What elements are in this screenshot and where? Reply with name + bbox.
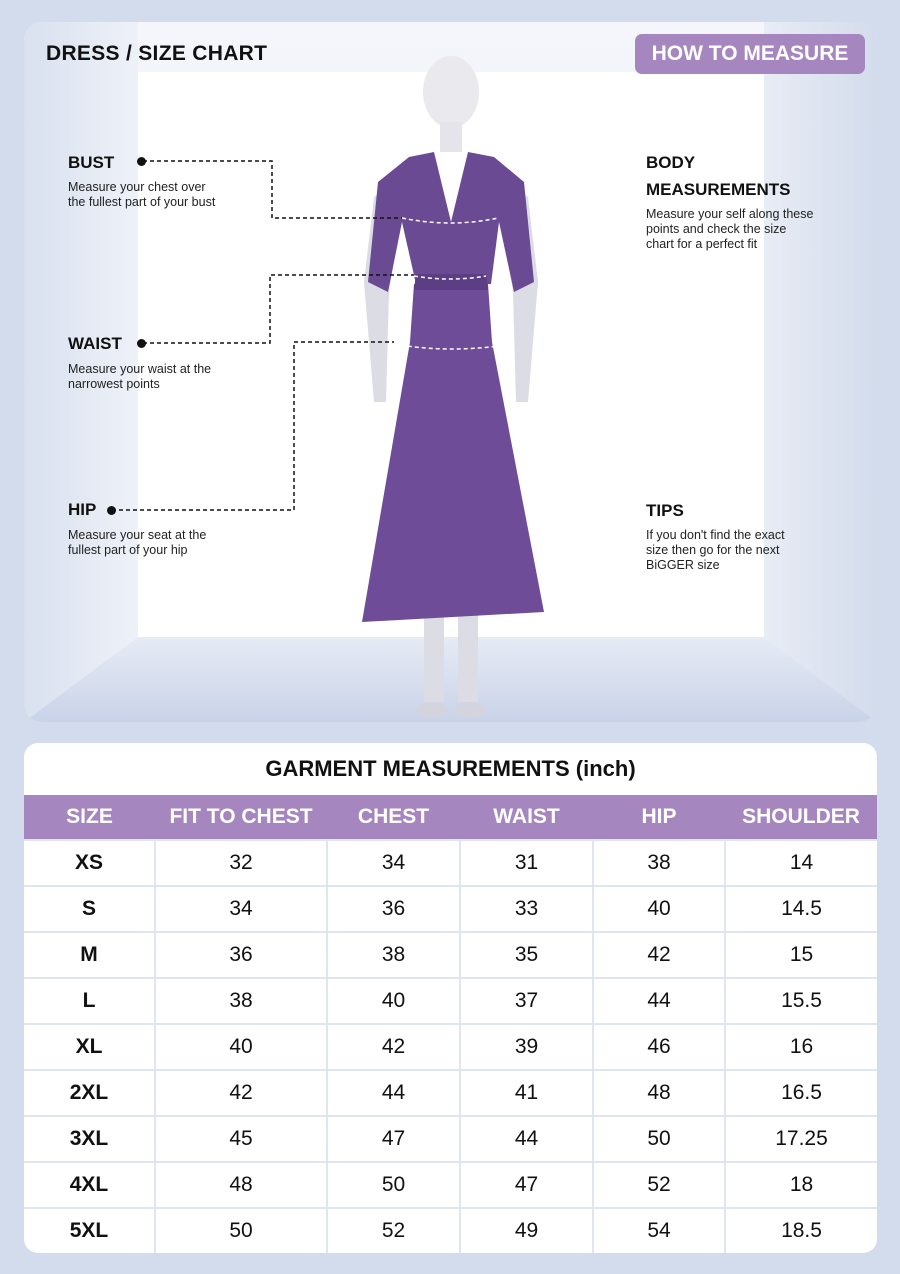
measurement-cell: 16.5 — [724, 1069, 877, 1117]
measurement-cell: 35 — [459, 931, 594, 979]
column-header: FIT TO CHEST — [155, 795, 327, 840]
waist-dot-icon — [137, 339, 146, 348]
measurement-cell: 31 — [459, 839, 594, 887]
measurement-cell: 44 — [326, 1069, 461, 1117]
table-row: XL 40 42 39 46 16 — [24, 1023, 877, 1071]
measurement-cell: 46 — [592, 1023, 726, 1071]
body-measurements-description: Measure your self along these points and… — [646, 207, 814, 251]
column-header: CHEST — [327, 795, 460, 840]
hip-label: HIP — [68, 500, 97, 519]
size-cell: S — [24, 885, 156, 933]
measurement-cell: 50 — [154, 1207, 328, 1253]
measurement-cell: 42 — [326, 1023, 461, 1071]
table-row: 3XL 45 47 44 50 17.25 — [24, 1115, 877, 1163]
measurement-cell: 52 — [592, 1161, 726, 1209]
table-header-row: SIZE FIT TO CHEST CHEST WAIST HIP SHOULDER — [24, 795, 877, 840]
measure-guide-panel: DRESS / SIZE CHART HOW TO MEASURE BUST M… — [24, 22, 877, 722]
size-cell: M — [24, 931, 156, 979]
measurement-cell: 17.25 — [724, 1115, 877, 1163]
mannequin-illustration — [112, 56, 544, 718]
table-caption: GARMENT MEASUREMENTS (inch) — [265, 756, 636, 781]
measurement-cell: 45 — [154, 1115, 328, 1163]
measurement-cell: 50 — [592, 1115, 726, 1163]
measurement-cell: 47 — [459, 1161, 594, 1209]
column-header: SHOULDER — [725, 795, 877, 840]
hip-description: Measure your seat at the fullest part of… — [68, 528, 207, 557]
measurement-cell: 18.5 — [724, 1207, 877, 1253]
measurement-cell: 18 — [724, 1161, 877, 1209]
measurement-cell: 48 — [154, 1161, 328, 1209]
how-to-measure-badge: HOW TO MEASURE — [635, 34, 865, 74]
measurement-cell: 54 — [592, 1207, 726, 1253]
measurement-cell: 44 — [592, 977, 726, 1025]
tips-description: If you don't find the exact size then go… — [646, 528, 785, 572]
measurement-cell: 33 — [459, 885, 594, 933]
pointer-lines — [112, 160, 414, 511]
measurement-cell: 49 — [459, 1207, 594, 1253]
measurement-cell: 15.5 — [724, 977, 877, 1025]
table-row: L 38 40 37 44 15.5 — [24, 977, 877, 1025]
size-cell: 3XL — [24, 1115, 156, 1163]
size-cell: 5XL — [24, 1207, 156, 1253]
measurement-cell: 15 — [724, 931, 877, 979]
measurement-cell: 48 — [592, 1069, 726, 1117]
size-cell: XL — [24, 1023, 156, 1071]
size-cell: L — [24, 977, 156, 1025]
bust-description: Measure your chest over the fullest part… — [68, 180, 216, 209]
measurement-cell: 38 — [592, 839, 726, 887]
page-title: DRESS / SIZE CHART — [46, 42, 268, 65]
measurement-cell: 32 — [154, 839, 328, 887]
measurement-cell: 44 — [459, 1115, 594, 1163]
column-header: SIZE — [24, 795, 155, 840]
waist-label: WAIST — [68, 334, 122, 353]
measurement-cell: 40 — [592, 885, 726, 933]
measurement-cell: 42 — [154, 1069, 328, 1117]
measurement-cell: 42 — [592, 931, 726, 979]
measurement-cell: 16 — [724, 1023, 877, 1071]
size-cell: 4XL — [24, 1161, 156, 1209]
table-row: M 36 38 35 42 15 — [24, 931, 877, 979]
measurement-cell: 14.5 — [724, 885, 877, 933]
column-header: HIP — [593, 795, 725, 840]
measurement-cell: 47 — [326, 1115, 461, 1163]
table-row: 4XL 48 50 47 52 18 — [24, 1161, 877, 1209]
tips-label: TIPS — [646, 501, 684, 520]
measurement-cell: 38 — [154, 977, 328, 1025]
size-cell: 2XL — [24, 1069, 156, 1117]
measurement-cell: 40 — [154, 1023, 328, 1071]
measurement-cell: 52 — [326, 1207, 461, 1253]
bust-label: BUST — [68, 153, 115, 172]
column-header: WAIST — [460, 795, 593, 840]
measurement-cell: 37 — [459, 977, 594, 1025]
size-table-card: GARMENT MEASUREMENTS (inch) SIZE FIT TO C… — [24, 743, 877, 1253]
measurement-cell: 50 — [326, 1161, 461, 1209]
measurement-cell: 41 — [459, 1069, 594, 1117]
table-row: 5XL 50 52 49 54 18.5 — [24, 1207, 877, 1253]
measurement-cell: 14 — [724, 839, 877, 887]
measurement-cell: 36 — [154, 931, 328, 979]
bust-dot-icon — [137, 157, 146, 166]
floor — [24, 637, 877, 722]
size-table: SIZE FIT TO CHEST CHEST WAIST HIP SHOULDER XS… — [24, 795, 877, 1253]
measurement-cell: 34 — [154, 885, 328, 933]
wall-left — [24, 22, 138, 722]
measurement-cell: 39 — [459, 1023, 594, 1071]
measurement-cell: 40 — [326, 977, 461, 1025]
table-row: S 34 36 33 40 14.5 — [24, 885, 877, 933]
table-row: 2XL 42 44 41 48 16.5 — [24, 1069, 877, 1117]
waist-description: Measure your waist at the narrowest poin… — [68, 362, 212, 391]
hip-dot-icon — [107, 506, 116, 515]
measurement-cell: 38 — [326, 931, 461, 979]
dress — [362, 152, 544, 622]
measurement-cell: 36 — [326, 885, 461, 933]
size-cell: XS — [24, 839, 156, 887]
body-measurements-label-line1: BODY — [646, 153, 696, 172]
wall-right — [764, 22, 877, 722]
table-row: XS 32 34 31 38 14 — [24, 839, 877, 887]
measurement-cell: 34 — [326, 839, 461, 887]
body-measurements-label-line2: MEASUREMENTS — [646, 180, 791, 199]
